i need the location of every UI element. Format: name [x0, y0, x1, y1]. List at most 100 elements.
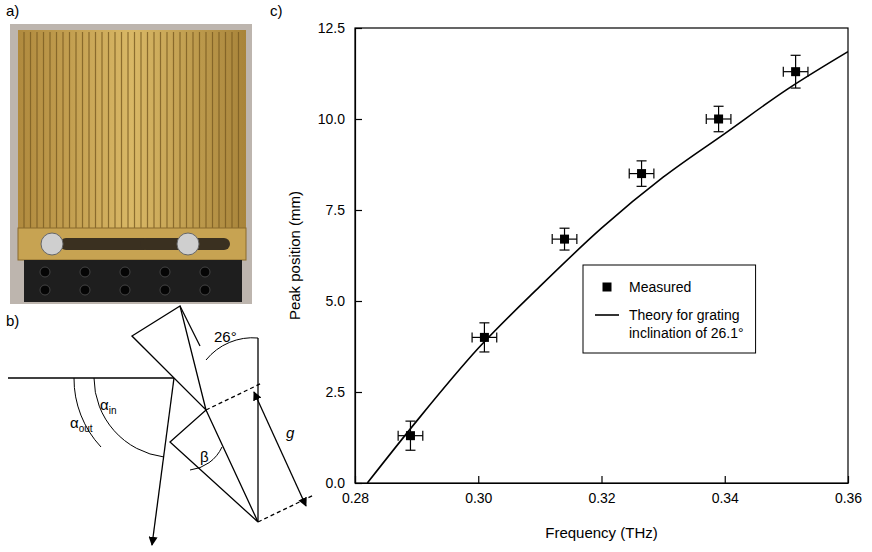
panel-label: c) [270, 2, 283, 19]
tick: 10.0 [318, 111, 362, 127]
legend-label: Measured [629, 279, 691, 295]
error-cap [783, 67, 784, 77]
vertical-reference [257, 338, 258, 522]
legend: Measured Theory for gratinginclination of… [583, 265, 756, 353]
groove [69, 32, 70, 228]
axis-line [355, 29, 356, 484]
clamp [18, 228, 246, 260]
error-cap [479, 322, 489, 323]
x-error-bar [552, 234, 577, 244]
tick-label: 7.5 [326, 202, 346, 218]
groove [134, 32, 135, 228]
dimension-line [206, 383, 262, 410]
groove [199, 32, 200, 228]
groove [147, 32, 148, 228]
groove [62, 32, 63, 228]
error-cap [560, 249, 570, 250]
error-cap [637, 160, 647, 161]
dimension-line [258, 495, 314, 522]
legend-label: Theory for gratinginclination of 26.1° [629, 307, 744, 341]
hole [80, 267, 90, 277]
error-cap [653, 169, 654, 179]
groove [238, 32, 239, 228]
error-cap [791, 87, 801, 88]
tick: 0.32 [588, 476, 615, 506]
tick-mark [355, 301, 362, 302]
photo [10, 24, 252, 304]
tick-label: 0.28 [342, 490, 369, 506]
y-error-bar [714, 106, 724, 131]
screw [41, 233, 63, 255]
hole [160, 285, 170, 295]
tick-mark [601, 476, 602, 483]
tick-label: 0.36 [835, 490, 862, 506]
hole [40, 285, 50, 295]
photo-background [10, 24, 252, 304]
tick-mark [478, 476, 479, 483]
error-cap [576, 234, 577, 244]
groove [121, 32, 122, 228]
error-cap [479, 351, 489, 352]
alpha-in-label: αin [100, 396, 116, 416]
groove [140, 32, 141, 228]
tick-label: 12.5 [318, 20, 345, 36]
panel-label: a) [6, 2, 19, 19]
error-cap [422, 431, 423, 441]
inclination-line [180, 306, 200, 346]
tick-label: 0.32 [588, 490, 615, 506]
tick: 0.36 [835, 476, 862, 506]
error-cap [629, 169, 630, 179]
error-cap [405, 421, 415, 422]
error-cap [552, 234, 553, 244]
groove [160, 32, 161, 228]
tick-mark [355, 392, 362, 393]
tick: 5.0 [326, 293, 362, 309]
alpha-out-label: αout [70, 414, 93, 434]
error-cap [471, 332, 472, 342]
groove [43, 32, 44, 228]
plot-area [367, 52, 848, 483]
groove [114, 32, 115, 228]
x-axis: 0.28 0.30 0.32 0.34 0.36 [342, 476, 862, 506]
tick-label: 10.0 [318, 111, 345, 127]
groove [101, 32, 102, 228]
groove [173, 32, 174, 228]
dimension-arrow [254, 392, 306, 506]
error-cap [398, 431, 399, 441]
hole [200, 267, 210, 277]
diagram: 26° αinαout β g [8, 306, 314, 545]
y-error-bar [637, 161, 647, 186]
x-axis-title: Frequency (THz) [545, 524, 658, 541]
groove [108, 32, 109, 228]
grating-block [18, 30, 246, 230]
hole [200, 285, 210, 295]
hole [160, 267, 170, 277]
error-cap [560, 228, 570, 229]
tick-label: 0.0 [326, 475, 346, 491]
error-cap [714, 106, 724, 107]
g-label: g [286, 424, 295, 441]
groove [179, 32, 180, 228]
x-error-bar [783, 67, 808, 77]
tick: 7.5 [326, 202, 362, 218]
plot-frame [355, 28, 848, 483]
data-point [791, 67, 800, 76]
data-point [560, 235, 569, 244]
tick: 0.0 [326, 475, 362, 491]
groove [218, 32, 219, 228]
beta-label: β [200, 448, 209, 465]
groove [95, 32, 96, 228]
tick: 0.34 [712, 476, 739, 506]
legend-key [603, 283, 612, 292]
tick-mark [725, 476, 726, 483]
y-axis-title: Peak position (mm) [286, 191, 303, 320]
chart: 0.280.300.320.340.360.02.55.07.510.012.5… [286, 20, 862, 541]
groove [56, 32, 57, 228]
angle-label: 26° [214, 328, 237, 345]
panel-label: b) [6, 312, 19, 329]
data-point [714, 115, 723, 124]
groove [127, 32, 128, 228]
error-cap [730, 114, 731, 124]
tick-label: 0.30 [465, 490, 492, 506]
tick: 12.5 [318, 20, 362, 36]
